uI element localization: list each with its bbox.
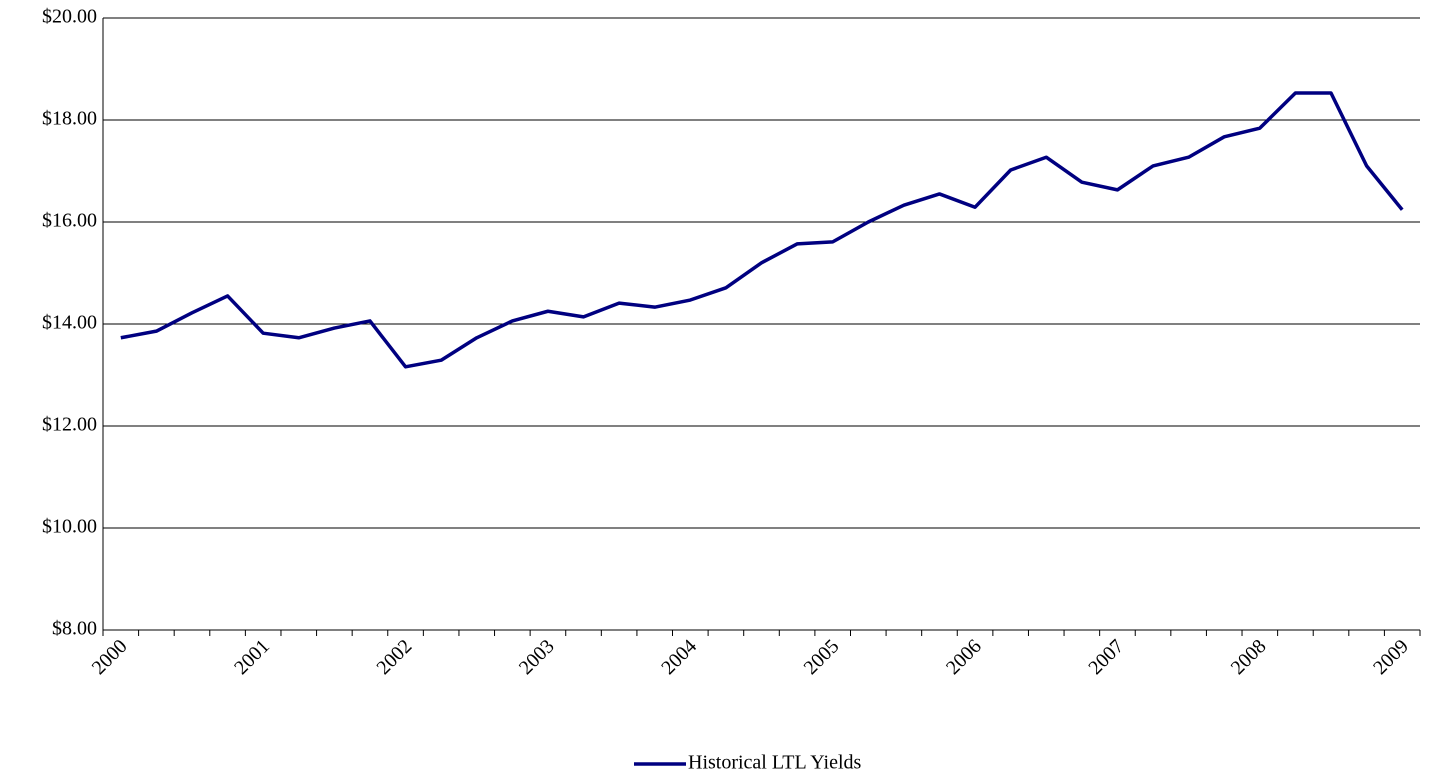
x-tick-label: 2008: [1227, 635, 1271, 679]
x-tick-label: 2009: [1369, 635, 1413, 679]
x-tick-label: 2005: [800, 635, 844, 679]
x-tick-label: 2001: [230, 635, 274, 679]
y-tick-label: $14.00: [42, 312, 97, 334]
y-tick-label: $12.00: [42, 414, 97, 436]
series-line: [120, 91, 1404, 369]
x-tick-label: 2002: [372, 635, 416, 679]
y-tick-label: $20.00: [42, 6, 97, 28]
x-tick-label: 2006: [942, 635, 986, 679]
y-tick-label: $10.00: [42, 516, 97, 538]
x-tick-label: 2003: [515, 635, 559, 679]
y-tick-label: $18.00: [42, 108, 97, 130]
x-tick-label: 2000: [88, 635, 132, 679]
x-tick-label: 2007: [1084, 635, 1128, 679]
legend-label: Historical LTL Yields: [688, 752, 862, 774]
y-tick-label: $16.00: [42, 210, 97, 232]
y-tick-label: $8.00: [52, 618, 97, 640]
x-tick-label: 2004: [657, 635, 701, 679]
